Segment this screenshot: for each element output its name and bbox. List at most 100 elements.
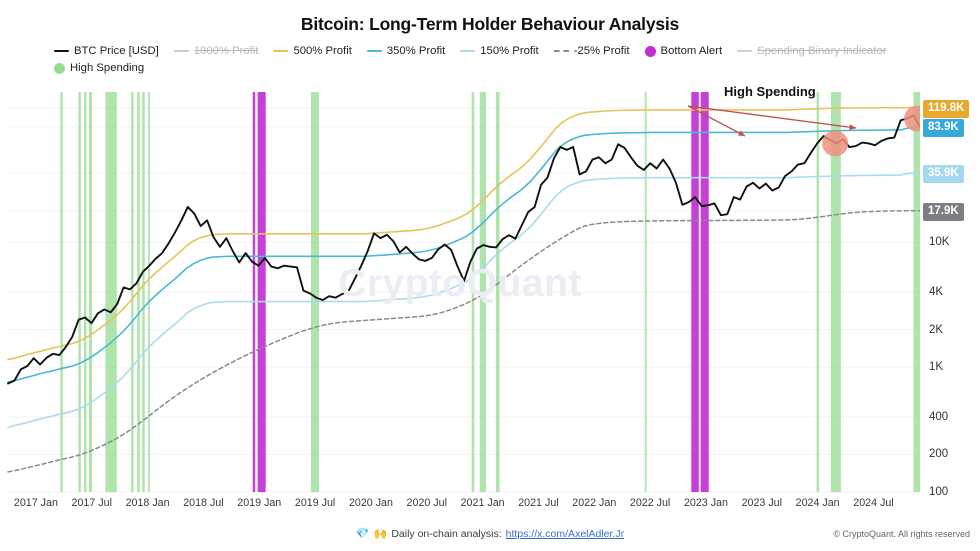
legend-item-25-profit[interactable]: -25% Profit <box>553 44 630 58</box>
footer: 💎 🙌 Daily on-chain analysis: https://x.c… <box>0 528 980 548</box>
x-axis-tick: 2019 Jan <box>237 497 282 509</box>
legend-item-btc-price-usd[interactable]: BTC Price [USD] <box>54 44 159 58</box>
band <box>105 92 117 492</box>
x-axis-tick: 2022 Jan <box>572 497 617 509</box>
x-axis-tick: 2024 Jul <box>853 497 894 509</box>
band <box>830 92 841 492</box>
page-title: Bitcoin: Long-Term Holder Behaviour Anal… <box>300 14 680 34</box>
band <box>142 92 145 492</box>
y-axis-tick: 400 <box>929 410 949 423</box>
legend-item-label: 500% Profit <box>293 45 352 57</box>
band <box>252 92 256 492</box>
x-axis-tick: 2021 Jul <box>518 497 559 509</box>
legend-line-icon <box>173 50 189 52</box>
legend-item-label: Spending Binary Indicator <box>757 45 887 57</box>
series-500-profit <box>7 106 920 361</box>
footer-credit: 💎 🙌 Daily on-chain analysis: https://x.c… <box>0 528 980 540</box>
marker-group <box>822 105 920 157</box>
band <box>257 92 266 492</box>
legend-line-icon <box>273 50 289 52</box>
high-spending-marker[interactable] <box>822 130 849 157</box>
band <box>147 92 150 492</box>
legend-item-label: Bottom Alert <box>660 45 723 57</box>
y-axis-tick: 4K <box>929 286 944 298</box>
price-tag-17-9K: 17.9K <box>923 202 964 221</box>
band <box>471 92 475 492</box>
annotation-high-spending: High Spending <box>724 84 816 99</box>
price-tag-119-8K: 119.8K <box>923 99 970 118</box>
series-150-profit <box>7 172 920 429</box>
legend-item-label: 350% Profit <box>386 45 446 57</box>
legend-item-350-profit[interactable]: 350% Profit <box>366 44 446 58</box>
plot-svg <box>7 92 920 493</box>
footer-text: Daily on-chain analysis: <box>391 528 502 540</box>
x-axis-tick: 2020 Jan <box>348 497 393 509</box>
y-axis-tick: 1K <box>929 361 944 374</box>
legend-line-icon <box>54 50 69 52</box>
legend-item-bottom-alert[interactable]: Bottom Alert <box>644 44 723 58</box>
y-axis-tick: 2K <box>929 323 944 336</box>
x-axis-tick: 2019 Jul <box>294 497 336 509</box>
band <box>310 92 320 492</box>
annotation-arrow-head <box>849 124 856 130</box>
legend-dot-icon <box>54 62 65 74</box>
x-axis-tick: 2020 Jul <box>406 497 447 509</box>
legend-item-label: High Spending <box>70 62 145 74</box>
legend-item-1000-profit[interactable]: 1000% Profit <box>173 44 259 58</box>
x-axis-tick: 2017 Jan <box>13 497 58 509</box>
series-25-profit <box>7 210 920 473</box>
legend-item-label: 1000% Profit <box>193 45 259 57</box>
price-tag-group: 119.8K 83.9K 35.9K 17.9K <box>921 88 980 496</box>
y-axis-ticks: 10K 4K 2K 1K 400 200 100 <box>921 88 980 500</box>
legend-item-500-profit[interactable]: 500% Profit <box>273 44 352 58</box>
series-btc-price-usd <box>7 114 920 385</box>
band <box>691 92 699 492</box>
x-axis-tick: 2023 Jan <box>683 497 728 509</box>
band <box>479 92 486 492</box>
legend-item-spending-binary-indicator[interactable]: Spending Binary Indicator <box>737 44 886 58</box>
high-spending-marker[interactable] <box>904 105 920 132</box>
legend-line-icon <box>366 50 382 52</box>
copyright-text: © CryptoQuant. All rights reserved <box>833 529 970 539</box>
annotation-arrow-line <box>687 105 746 137</box>
legend-item-150-profit[interactable]: 150% Profit <box>460 44 539 58</box>
x-axis-tick: 2022 Jul <box>629 497 671 509</box>
plot-area <box>0 88 920 496</box>
grid-lines <box>8 107 920 493</box>
legend-item-high-spending[interactable]: High Spending <box>54 61 144 75</box>
bottom-alert-bands <box>252 92 709 492</box>
series-350-profit <box>7 126 920 383</box>
price-tag-83-9K: 83.9K <box>923 118 964 137</box>
y-axis-tick: 100 <box>929 486 949 498</box>
band <box>131 92 134 492</box>
x-axis-tick: 2023 Jul <box>741 497 782 509</box>
chart-legend: BTC Price [USD] 1000% Profit 500% Profit 35… <box>54 44 934 75</box>
legend-item-label: BTC Price [USD] <box>74 45 159 57</box>
diamond-icon: 💎 <box>355 527 370 540</box>
legend-item-label: 150% Profit <box>480 45 539 57</box>
band <box>78 92 81 492</box>
y-axis-tick: 200 <box>929 448 949 461</box>
footer-link[interactable]: https://x.com/AxelAdler.Jr <box>505 528 625 540</box>
band <box>913 92 920 492</box>
legend-dash-icon <box>553 50 569 52</box>
x-axis-tick: 2018 Jan <box>125 497 170 509</box>
legend-line-icon <box>737 50 753 52</box>
band <box>83 92 87 492</box>
x-axis-tick: 2021 Jan <box>460 497 505 509</box>
annotation-arrow-head <box>738 130 745 136</box>
y-axis-tick: 10K <box>929 236 950 249</box>
band <box>60 92 63 492</box>
price-tag-35-9K: 35.9K <box>923 165 964 184</box>
band <box>816 92 820 492</box>
raised-hands-icon: 🙌 <box>373 527 388 540</box>
band <box>88 92 93 492</box>
annotation-arrow-line <box>687 105 857 129</box>
legend-line-icon <box>460 50 476 52</box>
legend-dot-icon <box>644 45 656 57</box>
x-axis-ticks: 2017 Jan 2017 Jul 2018 Jan 2018 Jul 2019 Jan… <box>0 497 920 515</box>
x-axis-tick: 2018 Jul <box>183 497 224 509</box>
x-axis-tick: 2017 Jul <box>71 497 112 509</box>
band <box>495 92 500 492</box>
